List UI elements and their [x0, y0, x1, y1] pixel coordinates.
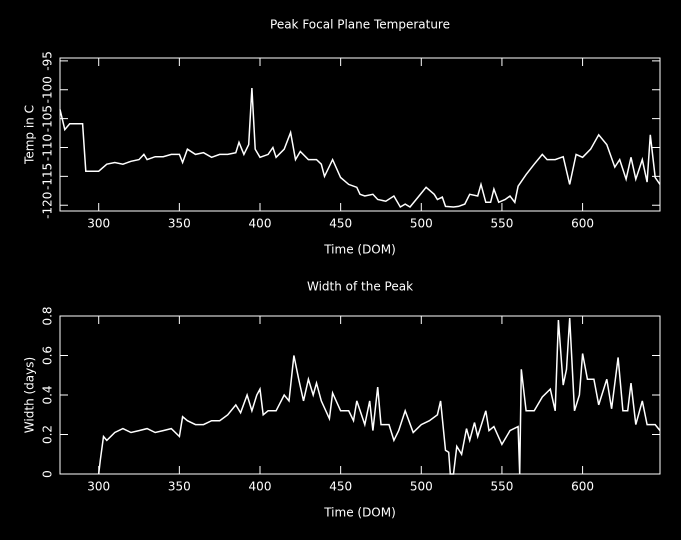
- x-tick-label: 600: [571, 217, 594, 231]
- x-tick-label: 350: [168, 480, 191, 494]
- x-tick-label: 550: [490, 480, 513, 494]
- plot-frame: [59, 57, 661, 212]
- y-tick-label: -120: [41, 192, 55, 219]
- x-tick-label: 300: [87, 217, 110, 231]
- data-line: [97, 317, 661, 475]
- x-tick-label: 450: [329, 480, 352, 494]
- plot-frame: [59, 315, 661, 475]
- x-tick-label: 400: [249, 217, 272, 231]
- x-tick-label: 350: [168, 217, 191, 231]
- y-tick-label: -110: [41, 134, 55, 161]
- x-tick-label: 500: [410, 480, 433, 494]
- x-axis-label: Time (DOM): [323, 243, 396, 257]
- y-tick-label: -115: [41, 163, 55, 190]
- y-tick-label: 0.6: [41, 346, 55, 365]
- y-tick-label: -105: [41, 105, 55, 132]
- x-tick-label: 450: [329, 217, 352, 231]
- y-tick-label: 0.4: [41, 385, 55, 404]
- chart-title: Width of the Peak: [307, 280, 413, 294]
- y-axis-label: Width (days): [23, 357, 37, 433]
- y-tick-label: 0.8: [41, 306, 55, 325]
- x-tick-label: 400: [249, 480, 272, 494]
- chart-title: Peak Focal Plane Temperature: [270, 18, 450, 32]
- x-tick-label: 500: [410, 217, 433, 231]
- y-axis-label: Temp in C: [23, 105, 37, 165]
- x-tick-label: 300: [87, 480, 110, 494]
- y-tick-label: 0: [41, 470, 55, 478]
- y-tick-label: 0.2: [41, 425, 55, 444]
- x-tick-label: 550: [490, 217, 513, 231]
- x-axis-label: Time (DOM): [323, 506, 396, 520]
- data-line: [59, 87, 661, 209]
- x-tick-label: 600: [571, 480, 594, 494]
- y-tick-label: -95: [41, 51, 55, 71]
- y-tick-label: -100: [41, 76, 55, 103]
